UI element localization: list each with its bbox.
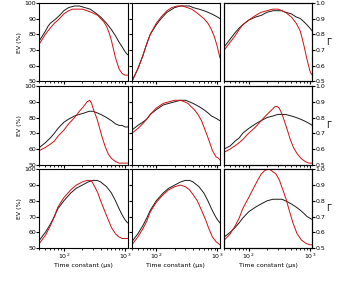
Y-axis label: Γ: Γ	[326, 121, 331, 130]
Y-axis label: EV (%): EV (%)	[17, 32, 22, 52]
Y-axis label: Γ: Γ	[326, 204, 331, 213]
Y-axis label: EV (%): EV (%)	[17, 198, 22, 219]
Y-axis label: EV (%): EV (%)	[17, 115, 22, 136]
X-axis label: Time constant (μs): Time constant (μs)	[146, 263, 205, 268]
X-axis label: Time constant (μs): Time constant (μs)	[54, 263, 113, 268]
X-axis label: Time constant (μs): Time constant (μs)	[239, 263, 298, 268]
Y-axis label: Γ: Γ	[326, 38, 331, 47]
